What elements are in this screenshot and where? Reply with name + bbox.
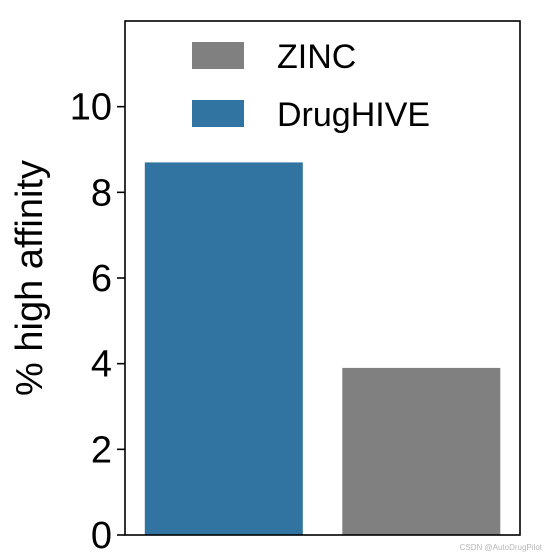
y-tick-label: 2 — [91, 429, 112, 471]
y-tick-label: 0 — [91, 515, 112, 557]
y-tick-label: 6 — [91, 258, 112, 300]
legend: ZINC DrugHIVE — [192, 38, 430, 134]
watermark-text: CSDN @AutoDrugPilot — [460, 543, 543, 552]
bar-zinc — [342, 367, 501, 535]
y-tick-label: 10 — [70, 87, 112, 129]
legend-label-zinc: ZINC — [277, 38, 356, 76]
y-axis-ticks: 0 2 4 6 8 10 — [70, 87, 125, 557]
y-tick-label: 4 — [91, 344, 112, 386]
bars-group — [144, 162, 501, 535]
legend-swatch-zinc — [192, 42, 244, 69]
y-axis-label: % high affinity — [9, 160, 51, 396]
bar-drughive — [144, 162, 303, 535]
y-tick-label: 8 — [91, 172, 112, 214]
legend-swatch-drughive — [192, 100, 244, 127]
legend-label-drughive: DrugHIVE — [277, 96, 430, 134]
